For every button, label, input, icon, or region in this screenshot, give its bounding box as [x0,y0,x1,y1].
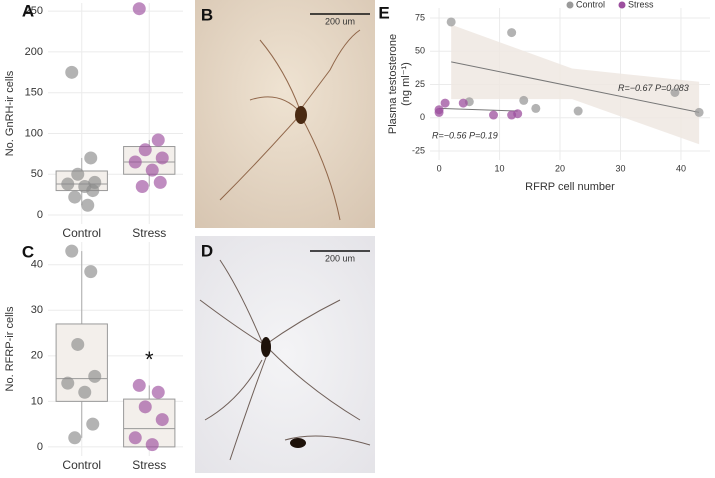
point [519,95,529,105]
point [84,151,98,165]
point [84,265,98,279]
point [488,110,498,120]
x-axis-label: RFRP cell number [525,181,615,193]
x-tick-label: Control [62,458,101,472]
y-tick-label: 40 [31,259,43,271]
point [151,385,165,399]
y-tick-label: 20 [31,350,43,362]
y-tick-label: 75 [415,12,425,22]
fit-label: R=−0.56 P=0.19 [432,131,498,141]
y-tick-label: 0 [37,441,43,453]
y-tick-label: 25 [415,79,425,89]
point [155,413,169,427]
point [71,167,85,181]
x-tick-label: 0 [437,163,442,173]
fit-label: R=−0.67 P=0.083 [618,83,689,93]
y-tick-label: 150 [25,87,43,99]
point [81,198,95,212]
point [440,98,450,108]
point [132,378,146,392]
point [507,28,517,38]
point [573,106,583,116]
y-tick-label: 0 [420,112,425,122]
y-tick-label: 50 [31,168,43,180]
panel-label: A [22,1,34,20]
y-tick-label: 250 [25,5,43,17]
point [128,155,142,169]
point [68,190,82,204]
x-tick-label: Stress [132,226,166,240]
y-tick-label: 50 [415,46,425,56]
x-tick-label: Control [62,226,101,240]
point [694,107,704,117]
y-axis-label: No. RFRP-ir cells [4,306,16,391]
point [458,98,468,108]
point [153,175,167,189]
scale-bar-label: 200 um [325,253,355,263]
x-tick-label: Stress [132,458,166,472]
point [670,87,680,97]
y-axis-label: (ng ml⁻¹) [400,62,412,106]
panel-label: E [378,3,389,22]
y-tick-label: 0 [37,209,43,221]
point [128,431,142,445]
y-tick-label: 100 [25,127,43,139]
point [138,143,152,157]
y-tick-label: 30 [31,304,43,316]
x-tick-label: 30 [615,163,625,173]
legend-label: Control [576,0,605,9]
legend-marker [566,1,574,9]
y-tick-label: 10 [31,395,43,407]
point [88,369,102,383]
point [446,17,456,27]
panel-label: D [201,241,213,260]
micrograph-d: 200 um D [195,236,375,473]
micrograph-b: 200 um B [195,0,375,228]
x-tick-label: 10 [495,163,505,173]
y-tick-label: -25 [412,145,425,155]
panel-label: B [201,5,213,24]
point [86,417,100,431]
fit-line [451,61,700,113]
point [86,184,100,198]
panel-label: C [22,242,34,261]
x-tick-label: 40 [676,163,686,173]
point [68,431,82,445]
fit-line [439,107,518,112]
point [155,151,169,165]
scale-bar-label: 200 um [325,16,355,26]
point [531,103,541,113]
point [145,163,159,177]
point [145,438,159,452]
point [434,105,444,115]
legend-marker [618,1,626,9]
point [71,337,85,351]
point [78,385,92,399]
point [65,244,79,258]
point [138,400,152,414]
y-axis-label: Plasma testosterone [387,34,399,134]
point [151,133,165,147]
point [65,65,79,79]
x-tick-label: 20 [555,163,565,173]
confidence-band [451,24,700,145]
point [513,109,523,119]
legend-label: Stress [628,0,654,9]
y-tick-label: 200 [25,46,43,58]
point [135,179,149,193]
point [61,376,75,390]
point [61,177,75,191]
annotation: * [145,347,154,372]
y-axis-label: No. GnRH-ir cells [4,70,16,156]
point [132,2,146,16]
